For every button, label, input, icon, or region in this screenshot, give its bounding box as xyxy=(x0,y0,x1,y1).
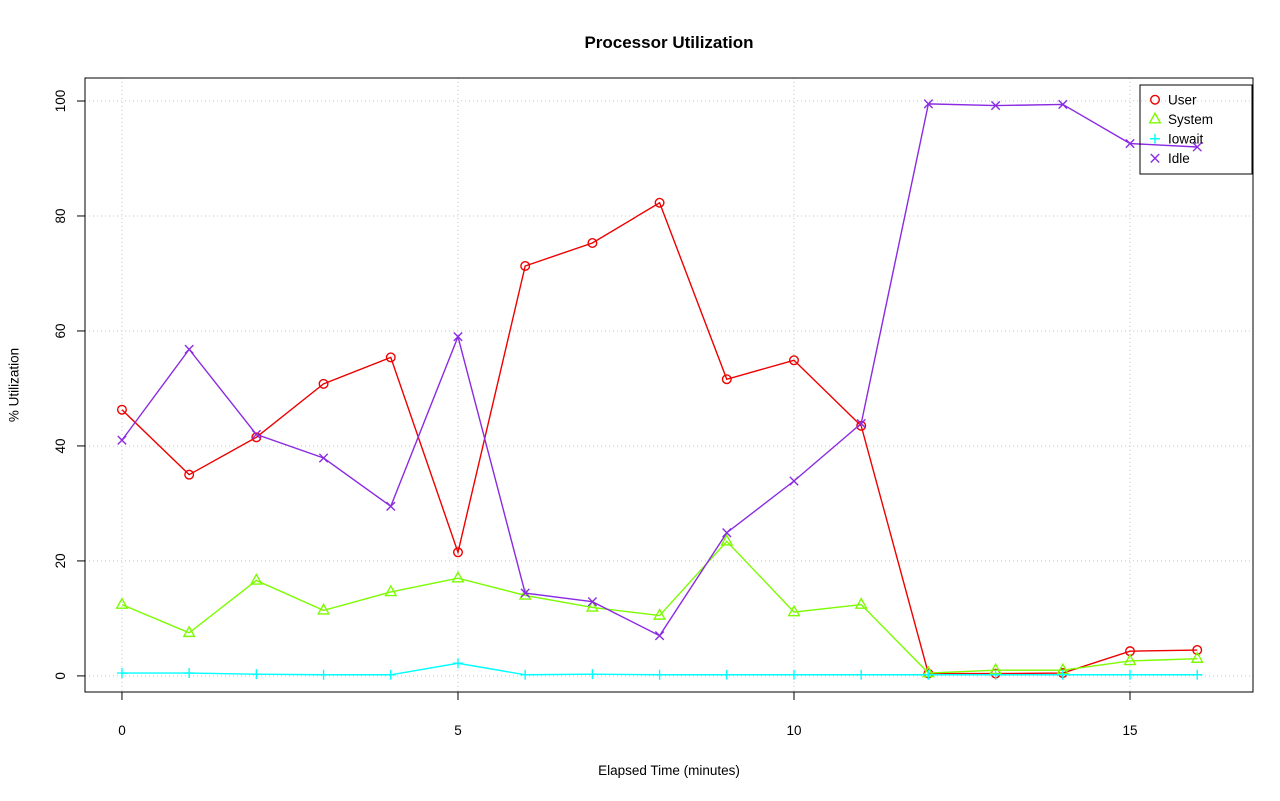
axis-ticks xyxy=(77,100,1131,700)
svg-text:10: 10 xyxy=(786,723,801,738)
svg-text:0: 0 xyxy=(118,723,126,738)
svg-text:20: 20 xyxy=(53,553,68,568)
svg-text:15: 15 xyxy=(1123,723,1138,738)
series-idle xyxy=(117,99,1202,641)
legend-label-user: User xyxy=(1168,93,1197,108)
svg-text:5: 5 xyxy=(454,723,462,738)
legend-label-idle: Idle xyxy=(1168,151,1190,166)
svg-text:60: 60 xyxy=(53,323,68,338)
series-user xyxy=(116,197,1203,679)
grid-lines xyxy=(85,78,1253,692)
svg-text:0: 0 xyxy=(53,672,68,680)
svg-text:40: 40 xyxy=(53,438,68,453)
legend-label-system: System xyxy=(1168,112,1213,127)
plot-box xyxy=(84,77,1254,693)
legend-label-iowait: Iowait xyxy=(1168,132,1204,147)
x-axis-label: Elapsed Time (minutes) xyxy=(598,763,740,778)
series-iowait xyxy=(116,658,1203,680)
series-system xyxy=(115,533,1204,678)
svg-text:100: 100 xyxy=(53,90,68,113)
legend: User System Iowait Idle xyxy=(1139,84,1253,175)
svg-text:80: 80 xyxy=(53,208,68,223)
chart-title: Processor Utilization xyxy=(584,33,754,52)
y-axis-label: % Utilization xyxy=(6,347,22,423)
tick-labels: 0 5 10 15 0 20 40 60 80 100 xyxy=(53,90,1138,738)
